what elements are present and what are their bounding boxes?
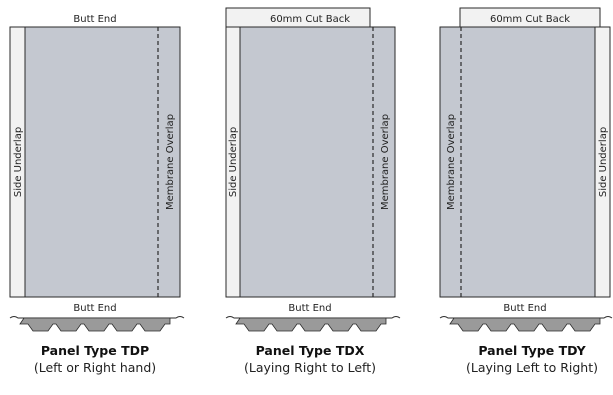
- panel-tdp: Butt End Side Underlap Membrane Overlap …: [9, 14, 185, 375]
- panel-tdy-subtitle: (Laying Left to Right): [466, 360, 598, 375]
- panel-tdy-profile: [449, 317, 601, 332]
- panel-tdx: 60mm Cut Back Side Underlap Membrane Ove…: [225, 7, 401, 375]
- panel-tdp-bottom-label: Butt End: [73, 303, 116, 314]
- panel-tdp-top-label: Butt End: [73, 14, 116, 25]
- panel-tdx-subtitle: (Laying Right to Left): [244, 360, 376, 375]
- panel-tdp-right-side-label: Membrane Overlap: [165, 114, 176, 210]
- panel-tdy-title: Panel Type TDY: [478, 343, 586, 358]
- panel-tdy-top-label: 60mm Cut Back: [490, 14, 570, 25]
- panel-tdy-right-side-label: Side Underlap: [598, 127, 609, 197]
- panel-tdx-title: Panel Type TDX: [256, 343, 365, 358]
- panel-tdp-left-side-label: Side Underlap: [13, 127, 24, 197]
- panel-tdp-body: [24, 26, 181, 298]
- panel-tdx-left-side-label: Side Underlap: [228, 127, 239, 197]
- panel-tdx-body: [239, 26, 396, 298]
- panel-tdx-top-label: 60mm Cut Back: [270, 14, 350, 25]
- panel-tdx-right-side-label: Membrane Overlap: [380, 114, 391, 210]
- panel-tdy-left-side-label: Membrane Overlap: [446, 114, 457, 210]
- panel-tdy-body: [439, 26, 596, 298]
- panel-tdy: 60mm Cut Back Membrane Overlap Side Unde…: [439, 7, 613, 375]
- panel-tdp-profile: [19, 317, 171, 332]
- panel-tdy-bottom-label: Butt End: [503, 303, 546, 314]
- panel-tdp-subtitle: (Left or Right hand): [34, 360, 156, 375]
- panel-tdp-title: Panel Type TDP: [41, 343, 149, 358]
- panel-tdx-profile: [235, 317, 387, 332]
- panel-tdx-bottom-label: Butt End: [288, 303, 331, 314]
